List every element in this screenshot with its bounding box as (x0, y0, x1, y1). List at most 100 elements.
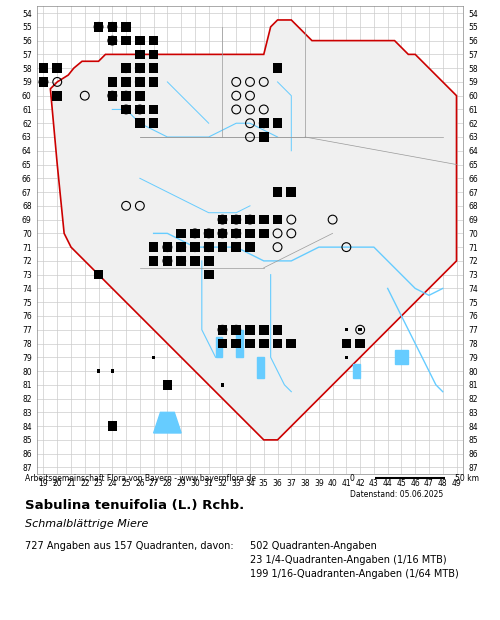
Bar (108, 91, 117, 100)
Bar (94, 22, 104, 32)
Bar (162, 380, 172, 389)
Circle shape (190, 242, 200, 252)
Bar (344, 355, 348, 359)
Bar (149, 105, 158, 114)
Bar (286, 339, 296, 348)
Bar (204, 256, 214, 266)
Text: 199 1/16-Quadranten-Angaben (1/64 MTB): 199 1/16-Quadranten-Angaben (1/64 MTB) (250, 569, 459, 579)
Bar (204, 270, 214, 280)
Bar (38, 63, 48, 73)
Circle shape (218, 215, 227, 224)
Circle shape (122, 64, 130, 73)
Circle shape (136, 64, 144, 73)
Circle shape (246, 215, 254, 224)
Bar (135, 36, 144, 45)
Bar (220, 383, 224, 386)
Bar (232, 215, 241, 224)
Circle shape (122, 91, 130, 100)
Circle shape (122, 78, 130, 86)
Circle shape (136, 105, 144, 114)
Bar (149, 50, 158, 59)
Bar (272, 339, 282, 348)
Bar (190, 242, 200, 252)
Bar (245, 229, 255, 238)
Bar (218, 339, 228, 348)
Text: Arbeitsgemeinschaft Flora von Bayern - www.bayernflora.de: Arbeitsgemeinschaft Flora von Bayern - w… (25, 474, 256, 484)
Bar (135, 105, 144, 114)
Bar (190, 256, 200, 266)
Bar (122, 77, 131, 87)
Bar (259, 339, 268, 348)
Circle shape (177, 242, 186, 252)
Bar (122, 105, 131, 114)
Bar (149, 118, 158, 128)
Bar (176, 242, 186, 252)
Circle shape (204, 229, 213, 238)
Bar (162, 242, 172, 252)
Text: 727 Angaben aus 157 Quadranten, davon:: 727 Angaben aus 157 Quadranten, davon: (25, 541, 234, 551)
Circle shape (204, 242, 213, 252)
Text: 50 km: 50 km (455, 474, 479, 484)
Bar (135, 91, 144, 100)
Polygon shape (216, 337, 222, 357)
Text: 502 Quadranten-Angaben: 502 Quadranten-Angaben (250, 541, 377, 551)
Bar (94, 270, 104, 280)
Circle shape (108, 36, 116, 45)
Bar (110, 425, 114, 428)
Bar (162, 256, 172, 266)
Bar (166, 383, 169, 386)
Polygon shape (354, 364, 360, 378)
Bar (135, 63, 144, 73)
Circle shape (163, 257, 172, 265)
Bar (149, 36, 158, 45)
Bar (204, 242, 214, 252)
Bar (342, 339, 351, 348)
Bar (272, 215, 282, 224)
Circle shape (218, 229, 227, 238)
Bar (176, 256, 186, 266)
Bar (259, 325, 268, 335)
Bar (218, 325, 228, 335)
Bar (358, 328, 362, 332)
Bar (232, 325, 241, 335)
Bar (52, 63, 62, 73)
Circle shape (232, 229, 240, 238)
Polygon shape (50, 20, 456, 440)
Text: Schmalblättrige Miere: Schmalblättrige Miere (25, 519, 148, 529)
Bar (97, 370, 100, 373)
Bar (272, 187, 282, 197)
Bar (135, 118, 144, 128)
Bar (218, 229, 228, 238)
Text: 0: 0 (350, 474, 355, 484)
Bar (245, 215, 255, 224)
Text: Datenstand: 05.06.2025: Datenstand: 05.06.2025 (350, 490, 444, 499)
Bar (38, 77, 48, 87)
Circle shape (232, 215, 240, 224)
Bar (272, 325, 282, 335)
Bar (149, 77, 158, 87)
Circle shape (136, 78, 144, 86)
Polygon shape (36, 6, 464, 474)
Bar (259, 132, 268, 142)
Bar (122, 63, 131, 73)
Circle shape (94, 22, 103, 31)
Polygon shape (236, 330, 243, 357)
Circle shape (177, 257, 186, 265)
Bar (122, 22, 131, 32)
Circle shape (163, 242, 172, 252)
Bar (218, 215, 228, 224)
Bar (245, 242, 255, 252)
Bar (245, 339, 255, 348)
Bar (218, 242, 228, 252)
Polygon shape (257, 357, 264, 378)
Circle shape (190, 229, 200, 238)
Bar (259, 215, 268, 224)
Bar (232, 339, 241, 348)
Circle shape (108, 22, 116, 31)
Bar (286, 187, 296, 197)
Bar (272, 63, 282, 73)
Bar (108, 422, 117, 431)
Bar (149, 242, 158, 252)
Bar (108, 22, 117, 32)
Polygon shape (154, 412, 181, 433)
